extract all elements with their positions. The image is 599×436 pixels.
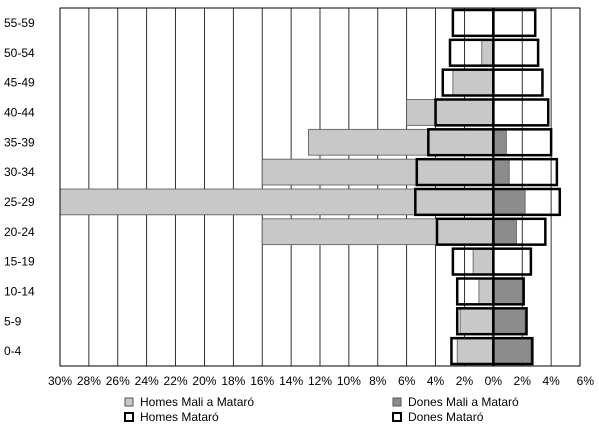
y-tick-label: 0-4	[4, 344, 22, 358]
x-tick-label: 18%	[221, 374, 245, 388]
bar-dones-mataro-55-59	[492, 8, 537, 38]
bar-dones-mali-20-24	[492, 218, 517, 246]
y-tick-label: 5-9	[4, 314, 22, 328]
legend: Homes Mali a Mataró Dones Mali a Mataró Ho…	[124, 395, 519, 424]
x-tick-label: 16%	[250, 374, 274, 388]
filled-bars	[59, 39, 532, 365]
y-tick-label: 50-54	[4, 46, 35, 60]
x-tick-label: 22%	[164, 374, 188, 388]
legend-label: Dones Mataró	[408, 410, 484, 424]
legend-label: Dones Mali a Mataró	[408, 395, 519, 409]
x-tick-label: 6%	[398, 374, 416, 388]
x-tick-label: 24%	[135, 374, 159, 388]
y-tick-label: 15-19	[4, 255, 35, 269]
legend-label: Homes Mataró	[140, 410, 219, 424]
bar-homes-mataro-55-59	[451, 8, 495, 38]
x-tick-label: 0%	[485, 374, 503, 388]
y-tick-label: 45-49	[4, 76, 35, 90]
bar-homes-mali-50-54	[481, 39, 494, 67]
bar-dones-mali-30-34	[492, 158, 510, 186]
y-tick-label: 55-59	[4, 16, 35, 30]
bar-homes-mali-15-19	[472, 248, 494, 275]
x-tick-label: 30%	[48, 374, 72, 388]
bar-dones-mali-35-39	[492, 128, 507, 156]
x-tick-label: 2%	[456, 374, 474, 388]
bar-homes-mali-40-44	[406, 99, 494, 126]
plot-frame	[59, 7, 581, 367]
bar-homes-mali-0-4	[456, 337, 494, 365]
x-tick-label: 4%	[542, 374, 560, 388]
bar-dones-mataro-15-19	[492, 247, 533, 276]
y-tick-label: 35-39	[4, 135, 35, 149]
legend-label: Homes Mali a Mataró	[140, 395, 254, 409]
grid-lines	[59, 8, 581, 366]
bar-dones-mataro-50-54	[492, 38, 540, 67]
y-axis-tick-labels: 0-4 5-9 10-14 15-19 20-24 25-29 30-34 35-39 40-4…	[4, 16, 35, 358]
y-tick-label: 30-34	[4, 165, 35, 179]
x-tick-label: 6%	[577, 374, 595, 388]
bar-homes-mali-35-39	[308, 128, 494, 156]
bar-dones-mataro-45-49	[492, 68, 544, 97]
x-tick-label: 8%	[369, 374, 387, 388]
legend-swatch	[392, 397, 402, 407]
x-tick-label: 20%	[192, 374, 216, 388]
x-tick-label: 26%	[106, 374, 130, 388]
legend-swatch	[124, 412, 134, 422]
y-tick-label: 20-24	[4, 225, 35, 239]
bar-homes-mali-20-24	[261, 218, 494, 246]
bar-dones-mali-0-4	[492, 337, 532, 365]
x-axis-tick-labels: 30% 28% 26% 24% 22% 20% 18% 16% 14% 12% 10% 8% 6% 4% 2…	[48, 374, 594, 388]
x-tick-label: 10%	[337, 374, 361, 388]
bar-homes-mali-30-34	[261, 158, 494, 186]
bar-dones-mataro-40-44	[492, 98, 550, 127]
bar-dones-mali-25-29	[492, 188, 526, 216]
x-tick-label: 12%	[308, 374, 332, 388]
bar-homes-mali-25-29	[59, 188, 494, 216]
x-tick-label: 4%	[427, 374, 445, 388]
bar-homes-mali-5-9	[459, 307, 494, 335]
legend-swatch	[392, 412, 402, 422]
legend-swatch	[124, 397, 134, 407]
bar-dones-mali-5-9	[492, 307, 526, 335]
x-tick-label: 28%	[77, 374, 101, 388]
y-tick-label: 40-44	[4, 105, 35, 119]
bar-homes-mali-10-14	[478, 278, 494, 305]
y-tick-label: 10-14	[4, 284, 35, 298]
y-tick-label: 25-29	[4, 195, 35, 209]
bar-dones-mali-10-14	[492, 278, 523, 305]
x-tick-label: 2%	[514, 374, 532, 388]
x-tick-label: 14%	[279, 374, 303, 388]
bar-homes-mali-45-49	[452, 69, 494, 96]
